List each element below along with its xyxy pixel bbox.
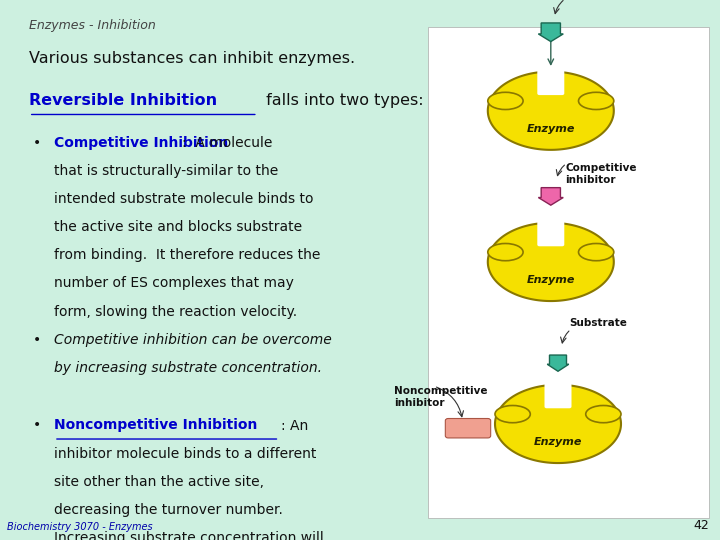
Text: falls into two types:: falls into two types:	[261, 93, 423, 108]
Text: •: •	[32, 333, 40, 347]
Text: :  A molecule: : A molecule	[182, 136, 273, 150]
Text: Enzymes - Inhibition: Enzymes - Inhibition	[29, 19, 156, 32]
FancyBboxPatch shape	[544, 380, 572, 408]
Ellipse shape	[495, 406, 530, 423]
Ellipse shape	[579, 92, 614, 110]
Text: Noncompetitive
inhibitor: Noncompetitive inhibitor	[395, 386, 487, 408]
Text: Various substances can inhibit enzymes.: Various substances can inhibit enzymes.	[29, 51, 355, 66]
Text: 42: 42	[693, 519, 709, 532]
FancyArrow shape	[539, 23, 563, 42]
Text: Competitive Inhibition: Competitive Inhibition	[54, 136, 228, 150]
Polygon shape	[488, 72, 614, 150]
Text: Biochemistry 3070 - Enzymes: Biochemistry 3070 - Enzymes	[7, 522, 153, 532]
Text: by increasing substrate concentration.: by increasing substrate concentration.	[54, 361, 322, 375]
Text: •: •	[32, 136, 40, 150]
Text: form, slowing the reaction velocity.: form, slowing the reaction velocity.	[54, 305, 297, 319]
Text: site other than the active site,: site other than the active site,	[54, 475, 264, 489]
Text: Increasing substrate concentration will: Increasing substrate concentration will	[54, 531, 324, 540]
FancyBboxPatch shape	[428, 27, 709, 518]
Ellipse shape	[488, 92, 523, 110]
FancyArrow shape	[539, 187, 563, 205]
Ellipse shape	[488, 244, 523, 261]
FancyBboxPatch shape	[445, 418, 491, 438]
Text: : An: : An	[281, 418, 308, 433]
Text: Reversible Inhibition: Reversible Inhibition	[29, 93, 217, 108]
Text: Enzyme: Enzyme	[526, 124, 575, 134]
Polygon shape	[495, 385, 621, 463]
Text: Enzyme: Enzyme	[526, 275, 575, 286]
Text: from binding.  It therefore reduces the: from binding. It therefore reduces the	[54, 248, 320, 262]
Text: that is structurally-similar to the: that is structurally-similar to the	[54, 164, 278, 178]
FancyBboxPatch shape	[537, 218, 564, 246]
Polygon shape	[488, 223, 614, 301]
Ellipse shape	[586, 406, 621, 423]
FancyBboxPatch shape	[537, 67, 564, 95]
Text: •: •	[32, 418, 40, 433]
Text: decreasing the turnover number.: decreasing the turnover number.	[54, 503, 283, 517]
Text: Enzyme: Enzyme	[534, 437, 582, 448]
Text: Noncompetitive Inhibition: Noncompetitive Inhibition	[54, 418, 257, 433]
Text: inhibitor molecule binds to a different: inhibitor molecule binds to a different	[54, 447, 316, 461]
Ellipse shape	[579, 244, 614, 261]
Text: Competitive inhibition can be overcome: Competitive inhibition can be overcome	[54, 333, 332, 347]
Text: number of ES complexes that may: number of ES complexes that may	[54, 276, 294, 291]
FancyArrow shape	[547, 355, 569, 372]
Text: the active site and blocks substrate: the active site and blocks substrate	[54, 220, 302, 234]
Text: Competitive
inhibitor: Competitive inhibitor	[565, 163, 636, 185]
Text: Substrate: Substrate	[569, 318, 626, 328]
Text: intended substrate molecule binds to: intended substrate molecule binds to	[54, 192, 313, 206]
